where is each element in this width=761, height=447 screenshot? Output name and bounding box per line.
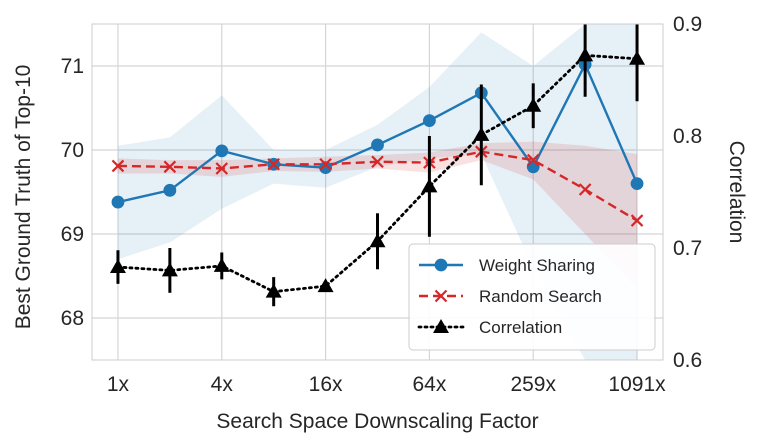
x-tick-label: 1x [107,373,130,396]
weight-sharing-point [371,138,384,152]
random-search-point [319,158,332,171]
correlation-point [317,278,334,293]
y-axis-label: Best Ground Truth of Top-10 [12,65,35,330]
correlation-point [421,178,438,193]
legend: Weight Sharing Random Search Correlation [408,243,656,351]
legend-entry-random-search: Random Search [419,287,602,306]
correlation-point [577,47,594,62]
legend-entry-correlation: Correlation [417,318,562,337]
weight-sharing-point [163,183,177,197]
y2-tick-label: 0.7 [673,237,702,260]
random-search-point [578,183,592,196]
plot-frame [91,23,664,361]
correlation-point [473,126,490,141]
y-tick-label: 69 [61,223,84,246]
random-search-point [163,160,177,174]
correlation-point [525,97,542,112]
legend-label-correlation: Correlation [479,318,562,337]
random-search-band [117,141,638,289]
x-axis-label: Search Space Downscaling Factor [216,410,538,433]
legend-marker-correlation [433,319,449,333]
y2-axis-label: Correlation [725,141,748,244]
legend-label-random-search: Random Search [479,287,602,306]
weight-sharing-point [630,177,644,191]
weight-sharing-point [215,144,229,158]
legend-entry-weight-sharing: Weight Sharing [419,256,595,275]
random-search-point [267,158,280,171]
correlation-point [213,257,230,272]
legend-box [408,243,656,351]
random-search-point [215,162,229,175]
x-tick-label: 1091x [608,373,666,396]
correlation-point [369,233,386,248]
random-search-point [526,153,540,167]
y-tick-label: 71 [61,55,84,78]
weight-sharing-point [319,161,332,175]
series-markers [109,24,646,307]
confidence-bands [117,24,638,360]
correlation-point [109,259,126,274]
correlation-point [161,262,178,277]
legend-marker-weight-sharing [434,258,448,272]
y2-tick-label: 0.8 [673,125,702,148]
correlation-point [265,283,282,298]
legend-marker-random-search [434,289,448,303]
x-tick-label: 16x [309,373,343,396]
axis-ticks: 1x 4x 16x 64x 259x 1091x 68 69 70 71 0.6 0.7 0.8 0.9 [61,13,703,396]
legend-label-weight-sharing: Weight Sharing [479,256,595,275]
x-tick-label: 64x [412,373,446,396]
correlation-point [629,50,646,65]
y-tick-label: 68 [61,307,84,330]
x-tick-label: 4x [211,373,234,396]
y2-tick-label: 0.9 [673,13,702,36]
y2-tick-label: 0.6 [673,349,702,372]
weight-sharing-point [423,114,436,127]
weight-sharing-band [117,24,638,360]
x-tick-label: 259x [510,373,556,396]
weight-sharing-point [111,195,125,209]
random-search-point [111,159,125,173]
y-tick-label: 70 [61,139,84,162]
weight-sharing-point [526,160,540,174]
random-search-point [630,214,644,227]
random-search-point [371,155,384,169]
